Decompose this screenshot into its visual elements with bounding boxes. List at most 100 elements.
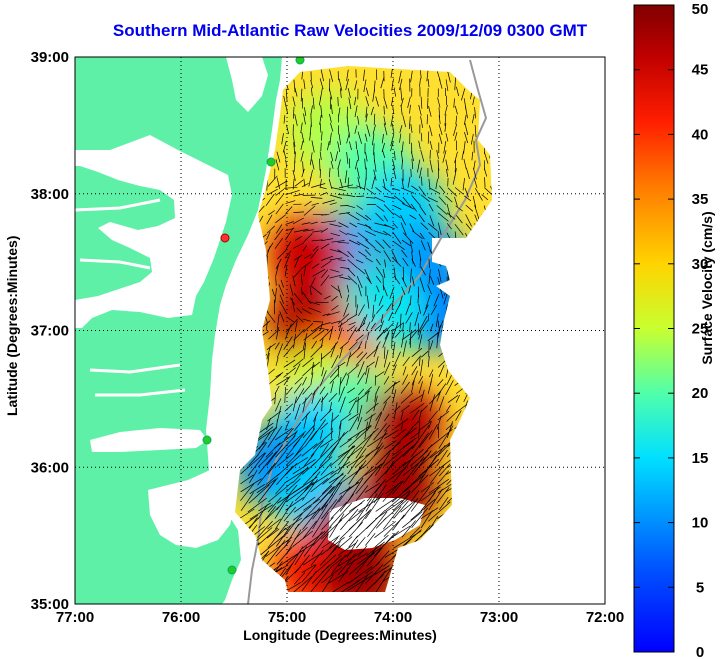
velocity-vector	[293, 106, 295, 119]
velocity-vector	[302, 479, 318, 501]
velocity-vector	[427, 79, 430, 88]
velocity-vector	[400, 500, 416, 513]
velocity-vector	[284, 403, 294, 412]
velocity-vector	[303, 531, 323, 557]
y-tick-label: 35:00	[31, 596, 69, 613]
velocity-vector	[365, 321, 371, 331]
velocity-vector	[365, 257, 373, 263]
velocity-vector	[292, 96, 296, 107]
velocity-vector	[464, 122, 469, 136]
velocity-vector	[376, 205, 385, 212]
velocity-vector	[418, 213, 425, 223]
velocity-vector	[420, 482, 434, 493]
velocity-vector	[285, 206, 293, 214]
velocity-vector	[257, 536, 284, 558]
velocity-vector	[365, 532, 376, 546]
velocity-vector	[428, 232, 436, 239]
velocity-vector	[392, 222, 398, 229]
velocity-vector	[248, 454, 259, 466]
velocity-vector	[374, 392, 377, 402]
velocity-vector	[268, 426, 277, 441]
velocity-vector	[391, 123, 395, 134]
velocity-vector	[427, 380, 432, 394]
velocity-vector	[357, 372, 365, 385]
velocity-vector	[393, 275, 401, 285]
velocity-vector	[348, 239, 361, 246]
velocity-vector	[437, 222, 442, 236]
velocity-vector	[411, 432, 429, 457]
velocity-vector	[419, 357, 421, 367]
velocity-vector	[357, 547, 382, 565]
velocity-vector	[285, 482, 314, 503]
velocity-vector	[429, 140, 433, 150]
velocity-vector	[319, 386, 326, 395]
velocity-vector	[321, 535, 340, 549]
velocity-vector	[375, 430, 388, 449]
velocity-vector	[354, 125, 358, 134]
velocity-vector	[258, 479, 276, 503]
velocity-vector	[399, 133, 402, 143]
velocity-vector	[411, 185, 419, 191]
velocity-vector	[321, 566, 343, 584]
velocity-vector	[401, 277, 407, 288]
velocity-vector	[268, 329, 279, 340]
velocity-vector	[286, 124, 290, 135]
velocity-vector	[310, 372, 314, 386]
velocity-vector	[419, 277, 425, 293]
velocity-vector	[294, 228, 309, 233]
velocity-vector	[391, 97, 394, 106]
velocity-vector	[329, 366, 340, 378]
velocity-vector	[356, 195, 365, 197]
velocity-vector	[375, 187, 382, 193]
velocity-vector	[248, 484, 270, 504]
velocity-vector	[266, 231, 271, 241]
velocity-vector	[265, 442, 281, 458]
station-marker	[220, 233, 230, 243]
velocity-vector	[391, 525, 411, 538]
velocity-vector	[320, 260, 332, 269]
velocity-vector	[284, 523, 299, 548]
velocity-vector	[364, 483, 380, 493]
velocity-vector	[310, 221, 318, 225]
velocity-vector	[454, 187, 464, 195]
velocity-vector	[383, 230, 392, 237]
velocity-vector	[429, 391, 441, 405]
velocity-vector	[375, 499, 403, 520]
velocity-vector	[364, 177, 367, 191]
velocity-vector	[365, 113, 368, 122]
velocity-vector	[319, 114, 322, 125]
velocity-vector	[354, 105, 358, 117]
velocity-vector	[292, 242, 304, 249]
velocity-vector	[283, 115, 286, 124]
velocity-vector	[365, 106, 368, 118]
velocity-vector	[330, 342, 337, 358]
velocity-vector	[300, 122, 303, 134]
velocity-vector	[356, 498, 372, 521]
velocity-vector	[356, 185, 365, 190]
velocity-vector	[437, 320, 440, 329]
velocity-vector	[320, 142, 322, 152]
velocity-vector	[384, 424, 391, 432]
colorbar	[633, 4, 675, 653]
velocity-vector	[436, 391, 442, 402]
delaware-bay	[226, 57, 268, 112]
velocity-vector	[344, 170, 348, 184]
velocity-vector	[436, 449, 448, 467]
velocity-vector	[354, 80, 358, 91]
velocity-vector	[249, 504, 274, 520]
velocity-vector	[429, 340, 434, 350]
velocity-vector	[348, 413, 359, 421]
velocity-vector	[420, 240, 426, 251]
velocity-vector	[446, 223, 452, 230]
velocity-vector	[364, 249, 372, 256]
velocity-vector	[391, 78, 394, 91]
velocity-vector	[364, 413, 376, 422]
velocity-vector	[427, 356, 430, 368]
velocity-vector	[355, 431, 361, 439]
velocity-vector	[400, 87, 403, 101]
velocity-vector	[446, 212, 456, 220]
velocity-vector	[428, 420, 432, 429]
velocity-vector	[283, 517, 303, 531]
velocity-vector	[393, 351, 401, 368]
velocity-vector	[348, 566, 373, 584]
